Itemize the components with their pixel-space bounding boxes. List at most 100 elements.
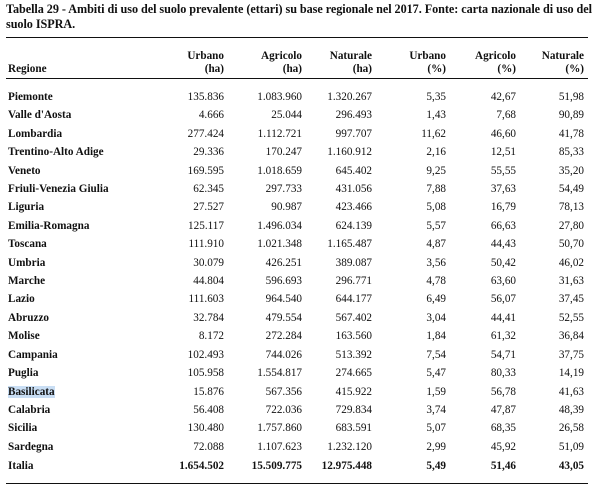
- cell-naturale-pct: 37,75: [558, 348, 584, 361]
- cell-agricolo-ha: 1.112.721: [257, 127, 302, 140]
- cell-urbano-ha: 277.424: [187, 127, 224, 140]
- cell-naturale-pct: 54,49: [558, 183, 584, 196]
- cell-agricolo-pct: 44,41: [490, 311, 516, 324]
- total-urbano-ha: 1.654.502: [179, 460, 224, 473]
- cell-urbano-pct: 7,88: [426, 183, 446, 196]
- header-rule: [6, 78, 588, 80]
- cell-urbano-ha: 111.910: [188, 238, 224, 251]
- cell-agricolo-pct: 55,55: [490, 164, 516, 177]
- cell-naturale-pct: 50,70: [558, 238, 584, 251]
- table-row: Piemonte 135.836 1.083.960 1.320.267 5,35 42,…: [6, 88, 588, 106]
- cell-agricolo-ha: 1.496.034: [257, 219, 302, 232]
- cell-urbano-pct: 6,49: [426, 293, 446, 306]
- cell-regione: Toscana: [8, 238, 47, 251]
- header-regione: Regione: [8, 63, 47, 75]
- table-row: Campania 102.493 744.026 513.392 7,54 54,71 37…: [6, 346, 588, 364]
- cell-naturale-ha: 644.177: [335, 293, 372, 306]
- cell-naturale-pct: 85,33: [558, 146, 584, 159]
- cell-agricolo-pct: 7,68: [496, 109, 516, 122]
- cell-agricolo-ha: 1.554.817: [257, 367, 302, 380]
- cell-regione: Campania: [8, 348, 58, 361]
- cell-urbano-pct: 2,99: [426, 440, 446, 453]
- cell-naturale-ha: 513.392: [335, 348, 372, 361]
- cell-naturale-ha: 274.665: [335, 367, 372, 380]
- cell-agricolo-pct: 56,07: [490, 293, 516, 306]
- cell-agricolo-pct: 44,43: [490, 238, 516, 251]
- table-row: Friuli-Venezia Giulia 62.345 297.733 431.05…: [6, 180, 588, 198]
- cell-agricolo-ha: 479.554: [265, 311, 302, 324]
- cell-urbano-pct: 3,04: [426, 311, 446, 324]
- cell-regione: Piemonte: [8, 91, 53, 103]
- cell-urbano-ha: 62.345: [193, 183, 224, 196]
- table-row: Calabria 56.408 722.036 729.834 3,74 47,87 48,…: [6, 401, 588, 419]
- cell-naturale-ha: 431.056: [335, 183, 372, 196]
- cell-naturale-pct: 41,63: [558, 385, 584, 398]
- cell-urbano-ha: 56.408: [193, 403, 224, 416]
- header-agricolo-ha: Agricolo (ha): [260, 50, 302, 75]
- cell-agricolo-ha: 297.733: [265, 183, 302, 196]
- table-row: Liguria 27.527 90.987 423.466 5,08 16,79 78,13: [6, 198, 588, 216]
- table-row: Sardegna 72.088 1.107.623 1.232.120 2,99 45,9…: [6, 438, 588, 456]
- cell-naturale-ha: 1.160.912: [327, 146, 372, 159]
- cell-urbano-ha: 4.666: [198, 109, 224, 122]
- cell-naturale-pct: 51,98: [558, 91, 584, 103]
- cell-urbano-ha: 130.480: [187, 422, 224, 435]
- cell-urbano-pct: 3,56: [426, 256, 446, 269]
- cell-agricolo-pct: 42,67: [490, 91, 516, 103]
- cell-regione: Lombardia: [8, 127, 63, 140]
- cell-agricolo-pct: 16,79: [490, 201, 516, 214]
- total-naturale-pct: 43,05: [558, 460, 584, 473]
- cell-urbano-ha: 44.804: [193, 275, 224, 288]
- cell-agricolo-ha: 596.693: [265, 275, 302, 288]
- cell-naturale-pct: 48,39: [558, 403, 584, 416]
- cell-naturale-pct: 31,63: [558, 275, 584, 288]
- cell-naturale-pct: 41,78: [558, 127, 584, 140]
- cell-regione: Sardegna: [8, 440, 54, 453]
- cell-agricolo-pct: 47,87: [490, 403, 516, 416]
- cell-urbano-ha: 72.088: [193, 440, 224, 453]
- cell-urbano-pct: 9,25: [426, 164, 446, 177]
- cell-naturale-pct: 46,02: [558, 256, 584, 269]
- cell-agricolo-pct: 68,35: [490, 422, 516, 435]
- cell-agricolo-ha: 567.356: [265, 385, 302, 398]
- cell-agricolo-pct: 80,33: [490, 367, 516, 380]
- cell-naturale-pct: 78,13: [558, 201, 584, 214]
- table-row: Lazio 111.603 964.540 644.177 6,49 56,07 37,45: [6, 290, 588, 308]
- cell-regione: Friuli-Venezia Giulia: [8, 183, 109, 196]
- total-urbano-pct: 5,49: [426, 460, 446, 473]
- table-row: Veneto 169.595 1.018.659 645.402 9,25 55,55 35…: [6, 162, 588, 180]
- header-naturale-ha: Naturale (ha): [329, 50, 372, 75]
- cell-naturale-ha: 1.165.487: [327, 238, 372, 251]
- cell-agricolo-pct: 66,63: [490, 219, 516, 232]
- cell-naturale-ha: 729.834: [335, 403, 372, 416]
- cell-agricolo-pct: 50,42: [490, 256, 516, 269]
- cell-agricolo-ha: 90.987: [271, 201, 302, 214]
- cell-urbano-pct: 4,78: [426, 275, 446, 288]
- total-naturale-ha: 12.975.448: [321, 460, 372, 473]
- cell-naturale-ha: 645.402: [335, 164, 372, 177]
- cell-urbano-pct: 1,84: [426, 330, 446, 343]
- table-row: Valle d'Aosta 4.666 25.044 296.493 1,43 7,68 9…: [6, 106, 588, 124]
- cell-regione: Veneto: [8, 164, 41, 177]
- cell-naturale-ha: 296.771: [335, 275, 372, 288]
- land-use-table: Regione Urbano (ha) Agricolo (ha) Naturale…: [6, 40, 588, 477]
- cell-urbano-ha: 135.836: [187, 91, 224, 103]
- cell-agricolo-ha: 1.757.860: [257, 422, 302, 435]
- total-regione: Italia: [8, 460, 34, 473]
- cell-urbano-pct: 2,16: [426, 146, 446, 159]
- header-naturale-pct: Naturale (%): [541, 50, 584, 75]
- cell-agricolo-pct: 12,51: [490, 146, 516, 159]
- table-row: Toscana 111.910 1.021.348 1.165.487 4,87 44,4…: [6, 235, 588, 253]
- table-row: Puglia 105.958 1.554.817 274.665 5,47 80,33 14…: [6, 364, 588, 382]
- cell-regione: Emilia-Romagna: [8, 219, 90, 232]
- cell-naturale-ha: 1.232.120: [327, 440, 372, 453]
- cell-agricolo-ha: 1.018.659: [257, 164, 302, 177]
- cell-agricolo-pct: 45,92: [490, 440, 516, 453]
- cell-urbano-ha: 32.784: [193, 311, 224, 324]
- table-row: Basilicata 15.876 567.356 415.922 1,59 56,78 4…: [6, 383, 588, 401]
- table-row: Abruzzo 32.784 479.554 567.402 3,04 44,41 52,5…: [6, 309, 588, 327]
- cell-urbano-ha: 105.958: [187, 367, 224, 380]
- cell-regione: Umbria: [8, 256, 46, 269]
- cell-naturale-pct: 37,45: [558, 293, 584, 306]
- cell-naturale-pct: 36,84: [558, 330, 584, 343]
